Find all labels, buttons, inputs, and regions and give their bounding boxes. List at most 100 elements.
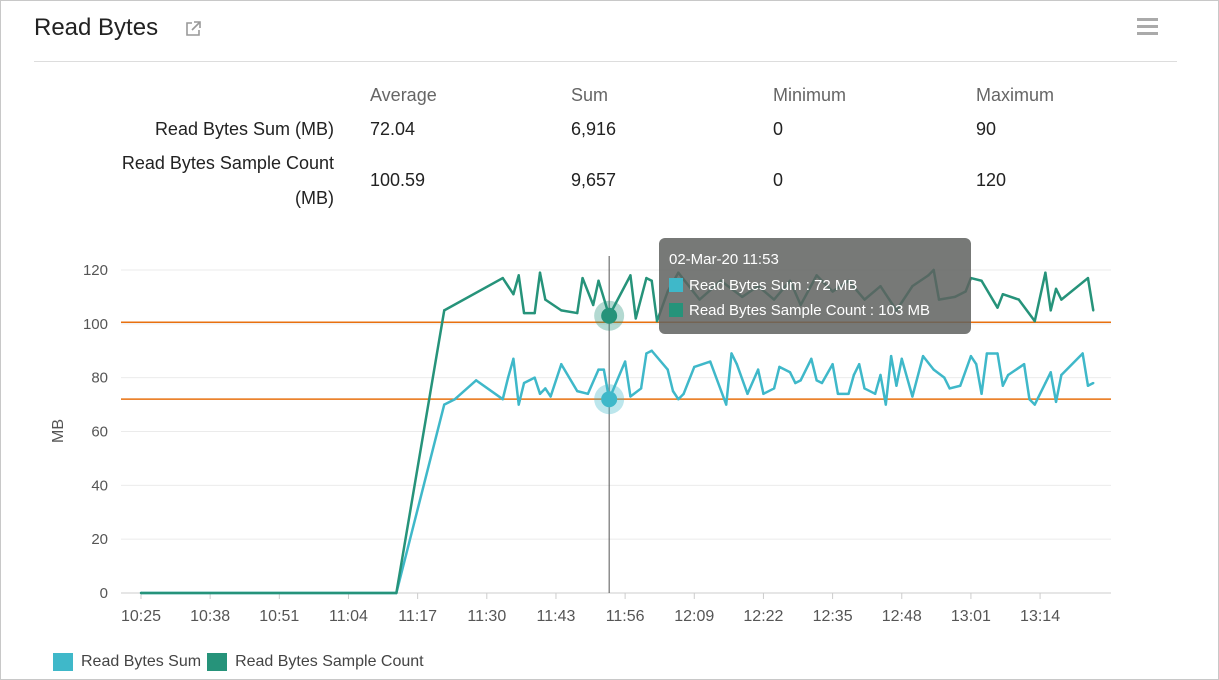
y-tick-label: 80: [91, 370, 108, 387]
data-point: [725, 403, 728, 406]
tooltip: 02-Mar-20 11:53 Read Bytes Sum : 72 MB R…: [659, 238, 971, 334]
data-point: [852, 373, 856, 377]
data-point: [1060, 373, 1063, 377]
series-line: [141, 349, 1094, 595]
y-tick-label: 60: [91, 424, 108, 441]
data-point: [597, 279, 600, 282]
data-point: [831, 363, 834, 366]
legend-swatch-icon: [207, 653, 228, 671]
data-point: [629, 395, 632, 398]
data-point: [969, 354, 973, 358]
x-tick-label: 11:30: [467, 608, 506, 625]
data-point: [980, 392, 983, 396]
y-axis-label: MB: [50, 419, 67, 443]
data-point: [772, 387, 776, 390]
data-point: [474, 379, 478, 382]
data-point: [522, 311, 526, 315]
column-minimum: Minimum: [773, 85, 847, 105]
x-tick-label: 12:35: [813, 608, 853, 625]
legend-item-sum[interactable]: Read Bytes Sum: [53, 653, 201, 671]
data-point: [1054, 287, 1058, 291]
column-average: Average: [370, 85, 437, 105]
hamburger-menu-icon[interactable]: [1137, 18, 1158, 36]
data-point: [538, 392, 542, 396]
data-point: [1028, 398, 1031, 401]
data-point: [975, 363, 978, 366]
cell: 6,916: [571, 119, 617, 139]
header-divider: [34, 61, 1177, 62]
data-point: [586, 392, 590, 396]
data-point: [873, 392, 877, 396]
column-sum: Sum: [571, 85, 609, 105]
legend-item-count[interactable]: Read Bytes Sample Count: [207, 653, 424, 671]
data-point: [1022, 363, 1026, 366]
data-point: [443, 309, 446, 312]
data-point: [629, 274, 632, 277]
data-point: [512, 357, 515, 361]
x-tick-label: 11:43: [537, 608, 576, 625]
data-point: [592, 303, 595, 307]
cell: 9,657: [571, 170, 617, 190]
tooltip-sum: Read Bytes Sum : 72 MB: [689, 277, 858, 294]
data-point: [1017, 298, 1020, 301]
data-point: [517, 403, 520, 406]
data-point: [1049, 309, 1052, 312]
data-point: [959, 384, 962, 387]
data-point: [756, 368, 760, 371]
data-point: [1060, 298, 1063, 301]
data-point: [794, 381, 797, 385]
data-point: [645, 276, 648, 280]
data-point: [512, 293, 515, 296]
external-link-icon[interactable]: [184, 20, 202, 38]
data-point: [847, 392, 850, 396]
cell: 72.04: [370, 119, 416, 139]
data-point: [517, 274, 520, 277]
data-point: [533, 376, 536, 379]
data-point: [948, 387, 951, 390]
data-point: [762, 392, 765, 396]
data-point: [735, 363, 739, 366]
data-point: [1001, 293, 1005, 296]
tooltip-count: Read Bytes Sample Count : 103 MB: [689, 302, 930, 319]
data-point: [139, 591, 143, 595]
data-point: [1049, 371, 1052, 374]
legend-swatch-icon: [53, 653, 73, 671]
data-point: [980, 279, 983, 282]
data-point: [538, 271, 542, 274]
data-point: [932, 368, 935, 371]
y-tick-label: 40: [91, 477, 108, 494]
x-tick-label: 11:56: [606, 608, 645, 625]
data-point: [730, 352, 733, 355]
data-point: [943, 376, 946, 379]
data-point: [650, 279, 653, 282]
data-point: [820, 381, 824, 385]
data-point: [453, 398, 457, 401]
x-tick-label: 12:09: [674, 608, 714, 625]
x-tick-label: 11:17: [398, 608, 437, 625]
legend-label: Read Bytes Sample Count: [235, 653, 424, 670]
data-point: [671, 389, 675, 393]
data-point: [549, 395, 552, 398]
data-point: [709, 360, 712, 363]
x-tick-label: 10:51: [259, 608, 299, 625]
data-point: [863, 387, 866, 390]
data-point: [395, 591, 398, 595]
data-point: [1033, 319, 1036, 323]
x-tick-label: 11:04: [329, 608, 368, 625]
cell: 0: [773, 119, 784, 139]
x-tick-label: 12:22: [743, 608, 783, 625]
data-point: [746, 392, 749, 396]
data-point: [1006, 373, 1010, 377]
data-point: [1033, 403, 1036, 406]
widget-title: Read Bytes: [34, 14, 159, 41]
data-point: [921, 354, 925, 358]
data-point: [639, 387, 643, 390]
data-point: [900, 357, 903, 361]
x-tick-label: 13:01: [951, 608, 991, 625]
data-point: [623, 360, 627, 363]
x-tick-label: 10:38: [190, 608, 230, 625]
data-point: [788, 371, 792, 374]
data-point: [581, 276, 584, 280]
